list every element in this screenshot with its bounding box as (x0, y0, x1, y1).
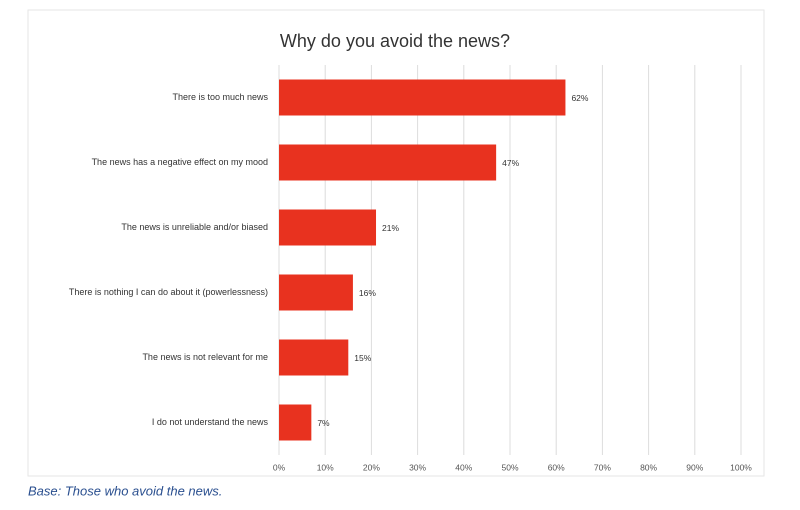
caption: Base: Those who avoid the news. (28, 483, 222, 498)
x-tick-label: 40% (455, 462, 472, 472)
x-tick-label: 50% (501, 462, 518, 472)
x-tick-label: 70% (594, 462, 611, 472)
y-tick-label: I do not understand the news (152, 417, 269, 427)
bar (279, 209, 377, 246)
bar (279, 339, 349, 376)
x-tick-label: 20% (363, 462, 380, 472)
value-label: 16% (359, 288, 376, 298)
value-label: 62% (571, 93, 588, 103)
x-tick-label: 30% (409, 462, 426, 472)
bar (279, 274, 353, 311)
y-tick-label: The news is not relevant for me (142, 352, 268, 362)
value-label: 47% (502, 158, 519, 168)
value-label: 7% (317, 418, 330, 428)
x-tick-label: 10% (317, 462, 334, 472)
x-tick-label: 0% (273, 462, 286, 472)
x-tick-label: 100% (730, 462, 752, 472)
y-tick-label: There is too much news (172, 92, 268, 102)
y-tick-label: The news has a negative effect on my moo… (92, 157, 268, 167)
y-tick-label: There is nothing I can do about it (powe… (69, 287, 268, 297)
chart-title: Why do you avoid the news? (280, 31, 510, 51)
bar (279, 404, 312, 441)
x-tick-label: 60% (548, 462, 565, 472)
y-tick-label: The news is unreliable and/or biased (121, 222, 268, 232)
bar (279, 79, 566, 116)
x-tick-label: 90% (686, 462, 703, 472)
value-label: 21% (382, 223, 399, 233)
x-tick-label: 80% (640, 462, 657, 472)
bar (279, 144, 497, 181)
value-label: 15% (354, 353, 371, 363)
